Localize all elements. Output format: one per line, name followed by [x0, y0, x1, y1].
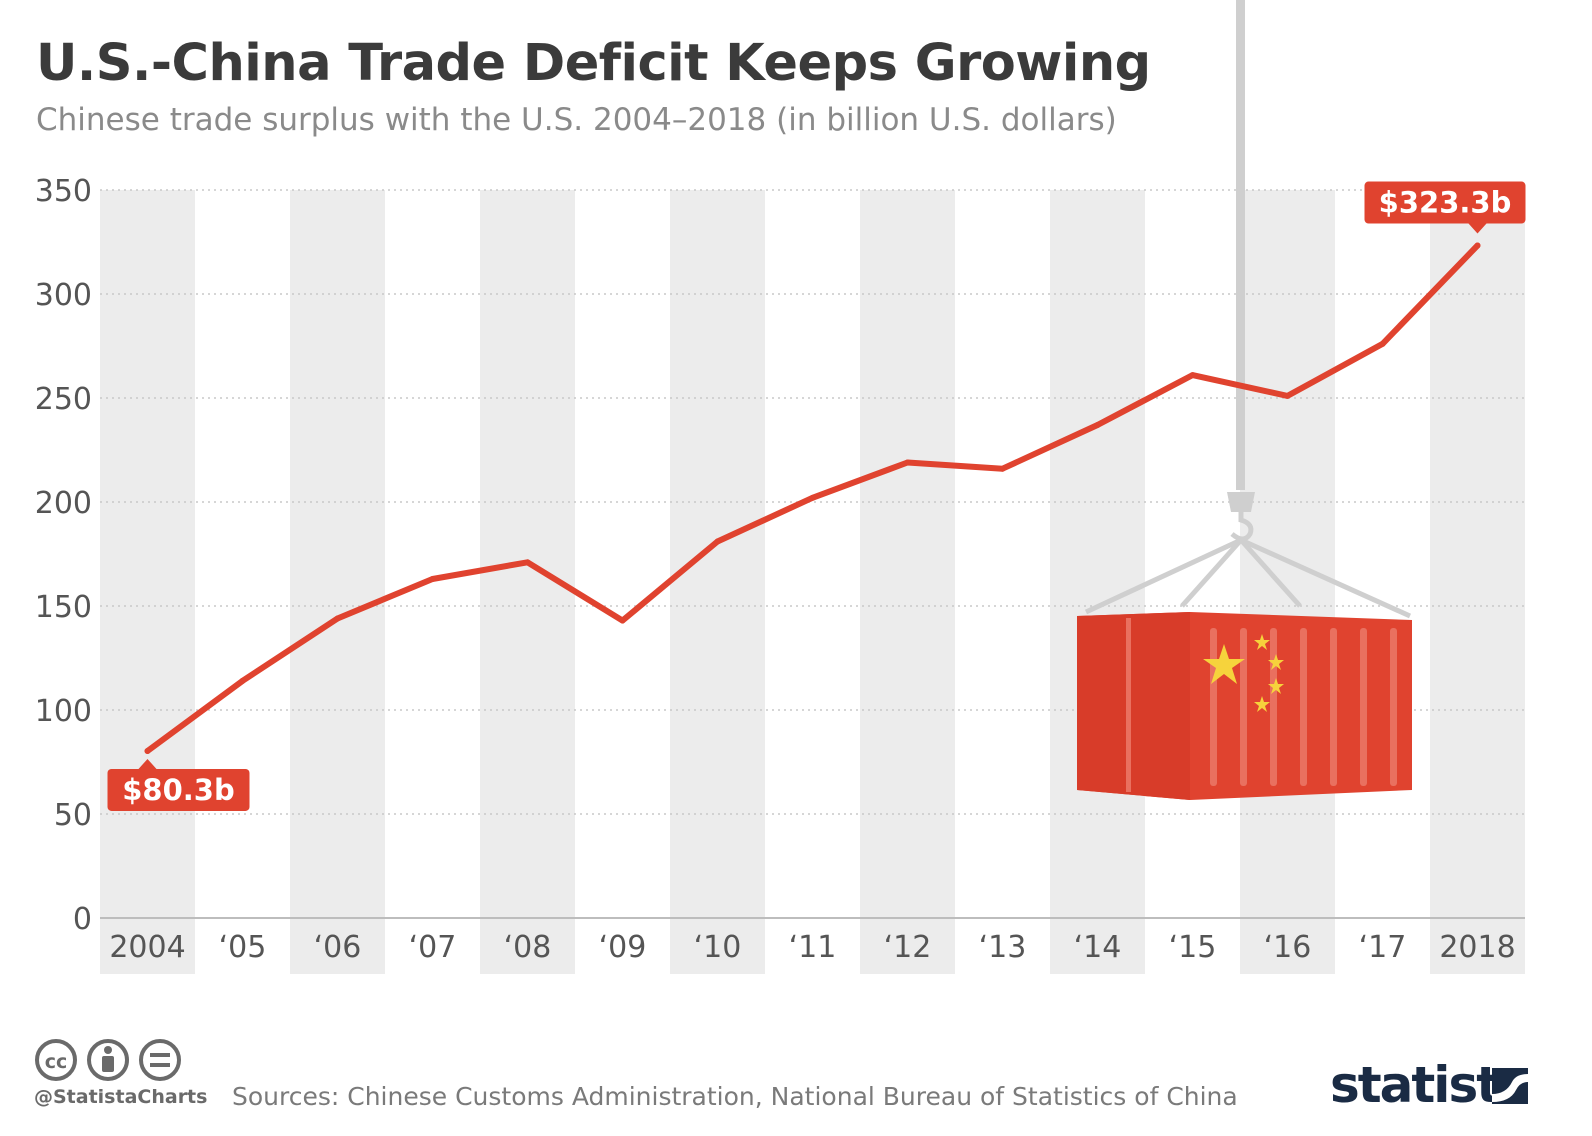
- data-point: [714, 538, 721, 545]
- y-tick-label: 200: [35, 486, 92, 521]
- twitter-handle: @StatistaCharts: [34, 1086, 208, 1108]
- x-tick-label: ‘14: [1074, 930, 1122, 965]
- data-point: [809, 494, 816, 501]
- data-point: [904, 459, 911, 466]
- svg-text:$323.3b: $323.3b: [1379, 186, 1512, 220]
- data-point: [1284, 392, 1291, 399]
- data-point: [524, 559, 531, 566]
- y-tick-label: 0: [73, 902, 92, 937]
- data-point: [334, 615, 341, 622]
- no-derivatives-icon: [139, 1039, 181, 1081]
- x-tick-label: ‘15: [1169, 930, 1217, 965]
- svg-text:cc: cc: [45, 1051, 68, 1073]
- x-tick-label: ‘06: [314, 930, 362, 965]
- data-point: [1094, 422, 1101, 429]
- column-band: [1430, 190, 1525, 974]
- x-tick-label: 2004: [109, 930, 185, 965]
- column-band: [670, 190, 765, 974]
- column-band: [1050, 190, 1145, 974]
- y-tick-label: 250: [35, 382, 92, 417]
- attribution-icon: [87, 1039, 129, 1081]
- y-tick-label: 350: [35, 174, 92, 209]
- svg-text:$80.3b: $80.3b: [122, 773, 235, 807]
- x-tick-label: ‘05: [219, 930, 267, 965]
- x-tick-label: ‘11: [789, 930, 837, 965]
- y-tick-label: 150: [35, 590, 92, 625]
- x-tick-label: ‘07: [409, 930, 457, 965]
- y-tick-label: 50: [54, 798, 92, 833]
- x-tick-label: ‘16: [1264, 930, 1312, 965]
- x-tick-label: 2018: [1439, 930, 1515, 965]
- data-point: [239, 677, 246, 684]
- data-point: [144, 747, 151, 754]
- y-tick-label: 100: [35, 694, 92, 729]
- column-band: [290, 190, 385, 974]
- data-point: [999, 465, 1006, 472]
- column-band: [100, 190, 195, 974]
- data-label: $80.3b: [107, 758, 250, 811]
- data-point: [1379, 340, 1386, 347]
- statista-logo-icon: [1492, 1068, 1528, 1104]
- x-tick-label: ‘08: [504, 930, 552, 965]
- x-tick-label: ‘10: [694, 930, 742, 965]
- data-point: [619, 617, 626, 624]
- source-note: Sources: Chinese Customs Administration,…: [232, 1082, 1238, 1111]
- data-point: [1474, 242, 1481, 249]
- data-point: [1189, 372, 1196, 379]
- license-icons: cc: [34, 1038, 194, 1089]
- data-label: $323.3b: [1364, 181, 1526, 234]
- x-tick-label: ‘13: [979, 930, 1027, 965]
- column-band: [860, 190, 955, 974]
- y-tick-label: 300: [35, 278, 92, 313]
- column-band: [1240, 190, 1335, 974]
- cc-icon: cc: [35, 1039, 77, 1081]
- data-point: [429, 575, 436, 582]
- x-tick-label: ‘09: [599, 930, 647, 965]
- chart-title: U.S.-China Trade Deficit Keeps Growing: [36, 34, 1151, 93]
- line-chart: 0 50 100 150 200 250 300 350 2004 ‘05 ‘06 ‘07 ‘08 ‘0…: [35, 0, 1526, 974]
- crane-container-illustration: [1077, 0, 1412, 800]
- chart-subtitle: Chinese trade surplus with the U.S. 2004…: [36, 102, 1117, 138]
- x-tick-label: ‘12: [884, 930, 932, 965]
- x-tick-label: ‘17: [1359, 930, 1407, 965]
